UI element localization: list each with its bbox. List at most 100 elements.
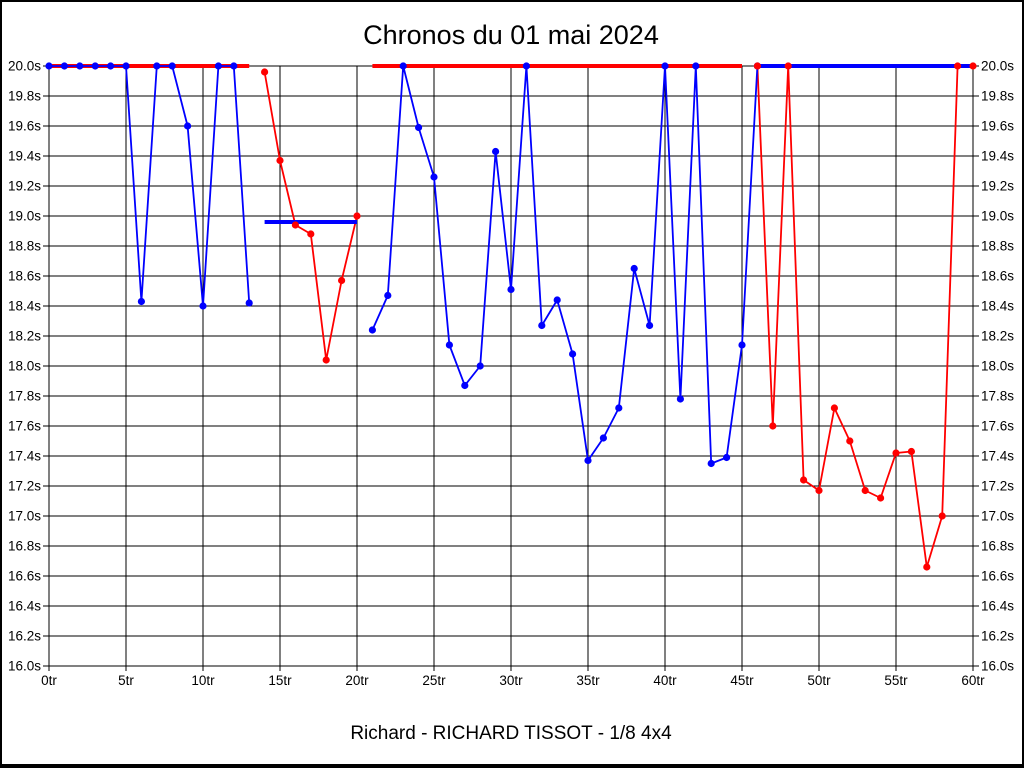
y-axis-label: 20.0s [981, 59, 1014, 74]
y-axis-label: 17.2s [981, 479, 1014, 494]
driver-blue-point [137, 297, 145, 306]
driver-blue-point [553, 296, 561, 304]
driver-red-point [938, 512, 946, 520]
y-axis-label: 19.8s [981, 89, 1014, 104]
driver-red-point [815, 486, 823, 495]
driver-blue-point [569, 350, 577, 358]
driver-red-point [800, 476, 808, 484]
y-axis-label: 16.2s [8, 629, 41, 644]
y-axis-label: 16.0s [8, 659, 41, 674]
y-axis-label: 18.6s [981, 269, 1014, 284]
x-axis-label: 60tr [961, 673, 985, 688]
driver-blue-point [723, 453, 731, 462]
driver-blue-laps-line [371, 65, 759, 465]
y-axis-label: 17.6s [8, 419, 41, 434]
x-axis-label: 10tr [191, 673, 215, 688]
driver-blue-point [599, 434, 608, 442]
y-axis-label: 19.0s [8, 209, 41, 224]
driver-blue-point [122, 62, 130, 70]
driver-red-point [261, 68, 269, 76]
driver-blue-point [60, 62, 68, 70]
x-axis-label: 25tr [422, 673, 446, 688]
y-axis-label: 18.2s [8, 329, 41, 344]
driver-blue-point [630, 264, 638, 273]
x-axis-label: 0tr [41, 673, 57, 688]
driver-blue-point [415, 123, 423, 132]
x-axis-label: 40tr [653, 673, 677, 688]
driver-red-point [846, 437, 854, 445]
chart-subtitle: Richard - RICHARD TISSOT - 1/8 4x4 [350, 723, 672, 744]
driver-blue-point [707, 459, 715, 468]
driver-blue-point [76, 62, 84, 70]
x-axis-label: 50tr [807, 673, 831, 688]
driver-blue-point [476, 362, 484, 370]
driver-red-point [784, 62, 792, 70]
y-axis-label: 17.0s [8, 509, 41, 524]
driver-blue-point [522, 62, 531, 70]
driver-blue-point [507, 285, 515, 294]
driver-blue-point [492, 147, 500, 156]
x-axis-label: 20tr [345, 673, 369, 688]
driver-red-point [338, 276, 346, 285]
y-axis-label: 16.6s [981, 569, 1014, 584]
series-markers [45, 62, 977, 571]
driver-blue-point [676, 395, 685, 403]
driver-red-point [276, 156, 284, 165]
y-axis-label: 18.0s [981, 359, 1014, 374]
x-axis-label: 30tr [499, 673, 523, 688]
driver-red-point [861, 486, 869, 495]
driver-red-point [753, 62, 762, 70]
y-axis-label: 19.4s [981, 149, 1014, 164]
chart-title: Chronos du 01 mai 2024 [363, 20, 659, 50]
y-axis-label: 18.4s [981, 299, 1014, 314]
y-axis-label: 19.2s [981, 179, 1014, 194]
driver-blue-point [646, 321, 654, 330]
y-axis-label: 18.2s [981, 329, 1014, 344]
x-axis-labels: 0tr 5tr 10tr 15tr 20tr 25tr 30tr 35tr 40tr 45tr 50… [41, 673, 985, 688]
x-axis-label: 5tr [118, 673, 134, 688]
driver-blue-point [461, 381, 469, 390]
y-axis-label: 18.0s [8, 359, 41, 374]
y-axis-labels-left: 20.0s 19.8s 19.6s 19.4s 19.2s 19.0s 18.8s 18.6s… [8, 59, 41, 674]
driver-red-point [877, 494, 885, 502]
driver-blue-point [214, 62, 222, 70]
y-axis-label: 16.8s [8, 539, 41, 554]
driver-blue-point [199, 302, 207, 310]
driver-blue-point [91, 62, 99, 70]
driver-red-point [322, 356, 330, 364]
y-axis-label: 16.2s [981, 629, 1014, 644]
x-axis-label: 15tr [268, 673, 292, 688]
driver-blue-point [245, 299, 253, 307]
x-axis-label: 55tr [884, 673, 908, 688]
y-axis-label: 17.0s [981, 509, 1014, 524]
driver-red-point [892, 449, 900, 457]
y-axis-label: 16.0s [981, 659, 1014, 674]
driver-blue-point [230, 62, 238, 70]
x-axis-label: 35tr [576, 673, 600, 688]
y-axis-label: 17.4s [8, 449, 41, 464]
y-axis-label: 17.6s [981, 419, 1014, 434]
y-axis-label: 20.0s [8, 59, 41, 74]
y-axis-label: 19.6s [8, 119, 41, 134]
driver-red-point [969, 62, 977, 70]
y-axis-label: 18.4s [8, 299, 41, 314]
driver-red-point [291, 221, 299, 229]
y-axis-label: 18.8s [981, 239, 1014, 254]
y-axis-label: 19.4s [8, 149, 41, 164]
driver-blue-point [430, 173, 438, 181]
driver-red-point [907, 447, 916, 456]
y-axis-label: 17.2s [8, 479, 41, 494]
driver-blue-point [184, 122, 192, 130]
y-axis-label: 17.8s [981, 389, 1014, 404]
y-axis-label: 16.6s [8, 569, 41, 584]
x-axis-label: 45tr [730, 673, 754, 688]
driver-red-point [307, 230, 315, 238]
y-axis-label: 19.0s [981, 209, 1014, 224]
window-bottom-bar [0, 764, 1024, 768]
y-axis-label: 16.4s [981, 599, 1014, 614]
y-axis-label: 17.8s [8, 389, 41, 404]
driver-red-point [830, 404, 839, 412]
